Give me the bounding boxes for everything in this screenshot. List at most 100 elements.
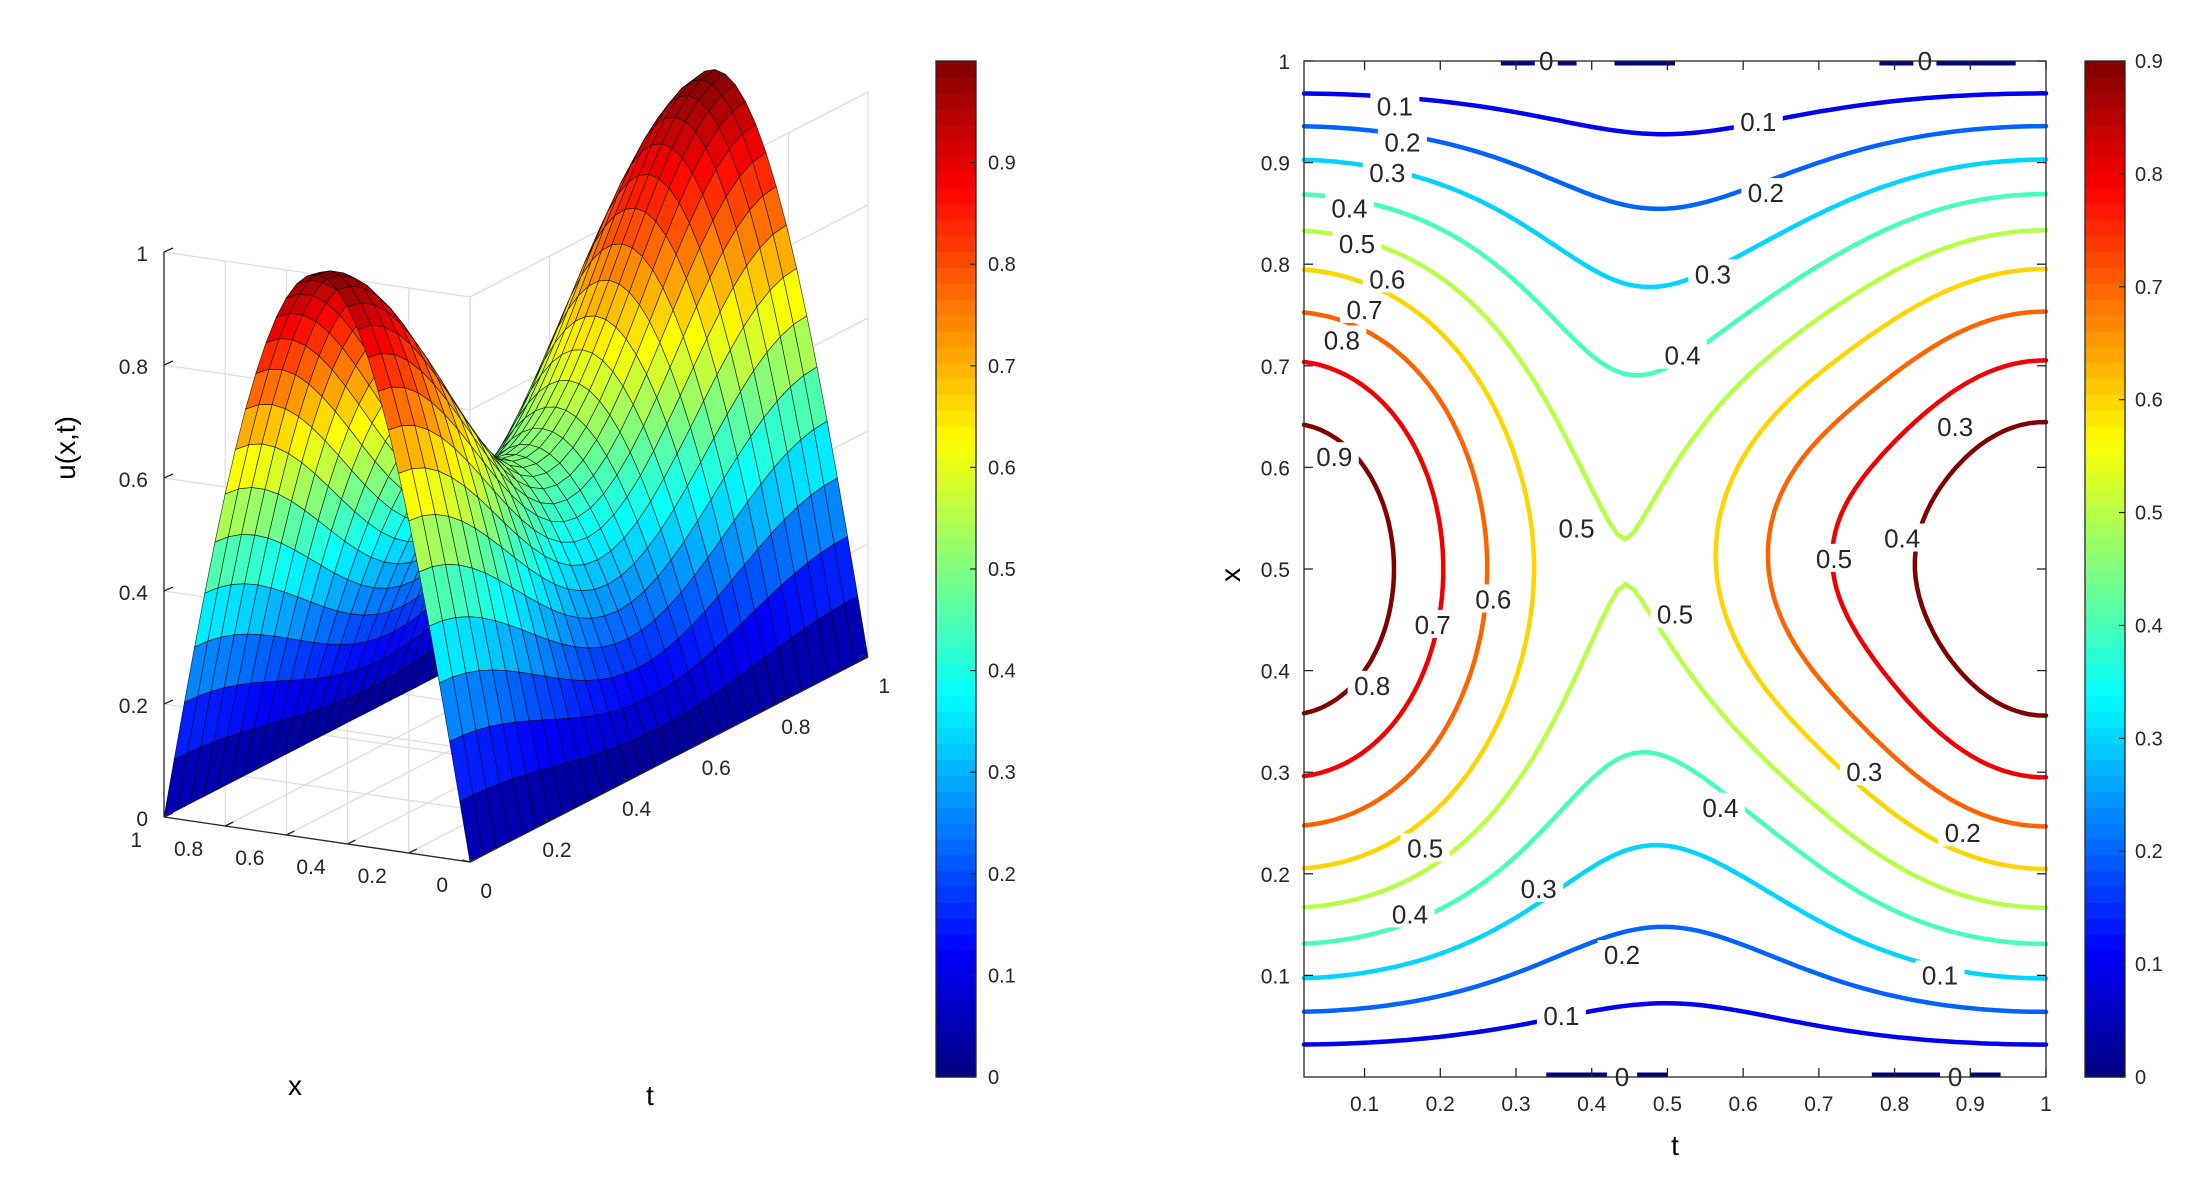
colorbar-segment [2085,92,2125,110]
contour-label: 0.4 [1664,341,1700,371]
t-tick-label: 0.6 [702,757,731,780]
colorbar-tick-label: 0.5 [2135,503,2163,525]
colorbar-segment [2085,203,2125,221]
colorbar-segment [936,632,976,649]
contour-x-axis-label: t [1671,1130,1679,1161]
t-tick-label: 0.4 [622,798,652,821]
contour-label: 0.8 [1354,671,1390,701]
colorbar-tick-label: 0.1 [2135,954,2163,976]
colorbar-segment [2085,140,2125,157]
x-tick-label: 1 [2040,1093,2052,1116]
contour-label-bg [1468,584,1518,613]
surface-t-axis-label: t [646,1080,654,1111]
colorbar-segment [936,743,976,761]
colorbar-segment [936,172,976,189]
z-tick [163,247,174,253]
colorbar-segment [2085,743,2125,761]
colorbar-segment [2085,553,2125,570]
colorbar-segment [936,251,976,268]
colorbar-tick-label: 0.4 [2135,615,2163,637]
colorbar-segment [2085,965,2125,983]
colorbar-segment [936,918,976,935]
colorbar-segment [2085,442,2125,459]
colorbar-segment [936,950,976,967]
y-tick-label: 0.9 [1261,153,1290,176]
colorbar-segment [936,854,976,872]
colorbar-segment [936,600,976,618]
contour-label-bg [1915,960,1965,989]
z-tick-label: 0.6 [119,469,148,492]
x-tick-label: 1 [130,829,142,852]
contour-label-bg [1741,178,1791,207]
colorbar-segment [2085,362,2125,380]
colorbar-segment [936,267,976,284]
contour-label: 0.2 [1748,178,1784,208]
colorbar-segment [936,140,976,157]
colorbar-segment [936,1029,976,1046]
t-tick-label: 0 [480,880,492,903]
contour-label: 0.4 [1331,193,1367,223]
contour-label-bg [1943,1062,1967,1090]
colorbar-tick-label: 0.9 [988,153,1016,175]
colorbar-segment [936,838,976,856]
colorbar-segment [936,283,976,300]
x-tick-label: 0.4 [1577,1093,1607,1116]
colorbar-segment [2085,648,2125,665]
colorbar-tick-label: 0.2 [988,864,1016,886]
contour-label: 0.7 [1415,610,1451,640]
contour-label: 0.1 [1922,960,1958,990]
colorbar-segment [936,203,976,221]
z-tick-label: 0.4 [119,582,149,605]
x-tick-label: 0.5 [1653,1093,1682,1116]
surface-z-axis-label: u(x,t) [50,416,81,480]
contour-label-bg [1377,127,1427,156]
x-tick-label: 0.2 [1426,1093,1455,1116]
colorbar-segment [2085,124,2125,141]
colorbar-segment [2085,473,2125,491]
contour-label: 0.9 [1316,442,1352,472]
contour-label-bg [1362,157,1412,186]
colorbar-segment [2085,1061,2125,1078]
colorbar-segment [936,1061,976,1078]
colorbar-segment [936,648,976,665]
contour-label-bg [1332,228,1382,257]
colorbar-segment [2085,219,2125,237]
colorbar-segment [2085,759,2125,776]
contour-label: 0.2 [1945,818,1981,848]
z-tick-label: 1 [136,243,148,266]
colorbar-segment [2085,950,2125,967]
colorbar-segment [936,442,976,459]
y-tick-label: 0.8 [1261,254,1290,277]
colorbar-segment [2085,172,2125,189]
colorbar-segment [936,997,976,1015]
colorbar-segment [936,156,976,173]
colorbar-segment [936,934,976,951]
contour-label: 0.2 [1604,940,1640,970]
y-tick-label: 0.1 [1261,965,1290,988]
colorbar-tick-label: 0.9 [2135,51,2163,73]
contour-label-bg [1536,1001,1586,1030]
x-tick [408,848,418,854]
colorbar-tick-label: 0.8 [2135,164,2163,186]
z-tick [163,360,174,366]
colorbar-frame [2084,60,2126,1078]
colorbar-segment [936,823,976,840]
contour-label-bg [1695,792,1745,821]
colorbar-segment [2085,823,2125,840]
contour-label-bg [1650,599,1700,628]
contour-label: 0.4 [1702,793,1738,823]
colorbar-segment [2085,457,2125,475]
z-tick-label: 0.2 [119,695,148,718]
colorbar-segment [936,902,976,919]
colorbar-segment [936,759,976,776]
x-tick-label: 0.8 [1880,1093,1909,1116]
y-tick-label: 1 [1278,51,1290,74]
contour-label-bg [1317,325,1367,354]
t-tick [461,859,471,863]
colorbar-segment [936,108,976,126]
x-axis-line [163,816,471,863]
x-tick-label: 0.9 [1956,1093,1985,1116]
colorbar-segment [2085,870,2125,888]
t-axis-line [469,656,869,863]
